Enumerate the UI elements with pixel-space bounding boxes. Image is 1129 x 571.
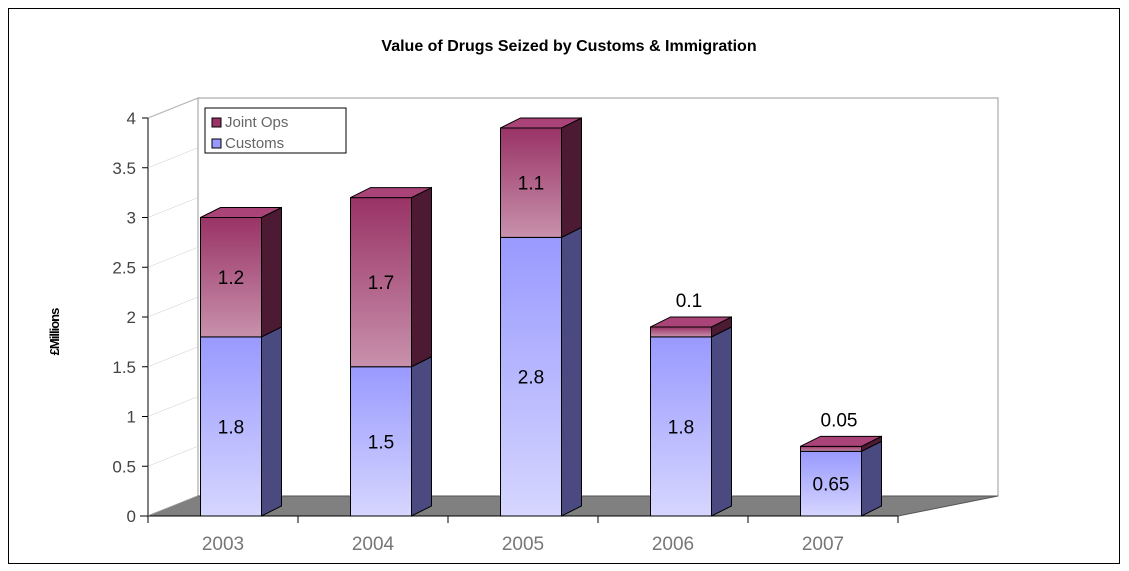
bar-side-joint-ops-2005 [561,117,582,239]
y-tick-label: 1.5 [112,358,136,377]
bar-stack-2003 [200,206,282,517]
chart-svg: 0 0.5 1 1.5 2 2.5 3 3.5 4 2003 2004 2005 2006 2007 1.… [47,38,999,555]
bar-stack-2007 [800,435,882,517]
bar-top-2004 [350,187,432,199]
legend-label-customs: Customs [225,135,284,152]
bar-joint-ops-2007 [800,445,862,452]
bar-side-customs-2003 [261,326,282,517]
gridline-depth [147,396,199,417]
bar-side-customs-2006 [711,326,732,517]
bar-side-customs-2007 [861,440,882,517]
x-tick-label: 2005 [502,534,544,555]
y-tick-label: 3.5 [112,159,136,178]
bar-joint-ops-2004 [350,197,412,368]
legend-swatch-joint-ops [211,117,222,128]
bar-joint-ops-2005 [500,127,562,238]
gridline-depth [147,247,199,268]
legend-box [204,107,347,154]
bar-side-joint-ops-2004 [411,186,432,368]
bar-joint-ops-2006 [650,326,712,338]
bar-top-2003 [200,207,282,218]
bar-stack-2006 [650,316,732,517]
bar-joint-ops-2003 [200,217,262,338]
data-label-customs-2006: 1.8 [668,417,694,438]
legend: Joint Ops Customs [204,107,347,154]
chart-title: Value of Drugs Seized by Customs & Immig… [381,38,756,55]
gridline-depth [147,197,199,218]
data-label-joint-ops-2003: 1.2 [218,268,244,289]
x-tick-label: 2004 [352,534,395,555]
data-label-customs-2005: 2.8 [518,368,544,389]
y-axis-label: £Millions [47,308,62,355]
legend-swatch-customs [211,138,222,149]
bar-customs-2007 [800,450,862,517]
gridline-depth [147,346,199,367]
data-label-joint-ops-2007: 0.05 [821,410,858,431]
data-label-customs-2007: 0.65 [813,475,850,496]
bar-stack-2005 [500,117,582,517]
bar-side-joint-ops-2003 [261,206,282,338]
data-label-joint-ops-2006: 0.1 [676,291,702,312]
data-label-joint-ops-2004: 1.7 [368,273,394,294]
y-tick-label: 4 [127,109,136,128]
gridline-depth [147,147,199,168]
gridline-depth [147,495,199,517]
y-tick-label: 0.5 [112,457,136,476]
y-tick-label: 1 [127,408,136,427]
y-tick-label: 2.5 [112,258,136,277]
chart-frame: 0 0.5 1 1.5 2 2.5 3 3.5 4 2003 2004 2005 2006 2007 1.… [8,8,1120,564]
y-tick-label: 2 [127,308,136,327]
bar-customs-2004 [350,366,412,517]
x-tick-label: 2003 [202,534,244,555]
x-tick-label: 2006 [652,534,694,555]
bar-top-2005 [500,117,582,129]
bar-side-customs-2005 [561,226,582,517]
data-label-customs-2004: 1.5 [368,432,394,453]
gridline-depth [147,296,199,318]
gridline-depth [147,97,199,119]
y-tick-label: 3 [127,209,136,228]
y-tick-label: 0 [127,507,136,526]
bar-side-customs-2004 [411,355,432,517]
data-label-customs-2003: 1.8 [218,417,244,438]
bar-top-2006 [650,316,732,328]
bar-top-2007 [800,435,882,447]
x-tick-label: 2007 [802,534,844,555]
gridline-depth [147,446,199,467]
data-label-joint-ops-2005: 1.1 [518,174,544,195]
bar-stack-2004 [350,186,432,517]
legend-label-joint-ops: Joint Ops [225,114,288,131]
